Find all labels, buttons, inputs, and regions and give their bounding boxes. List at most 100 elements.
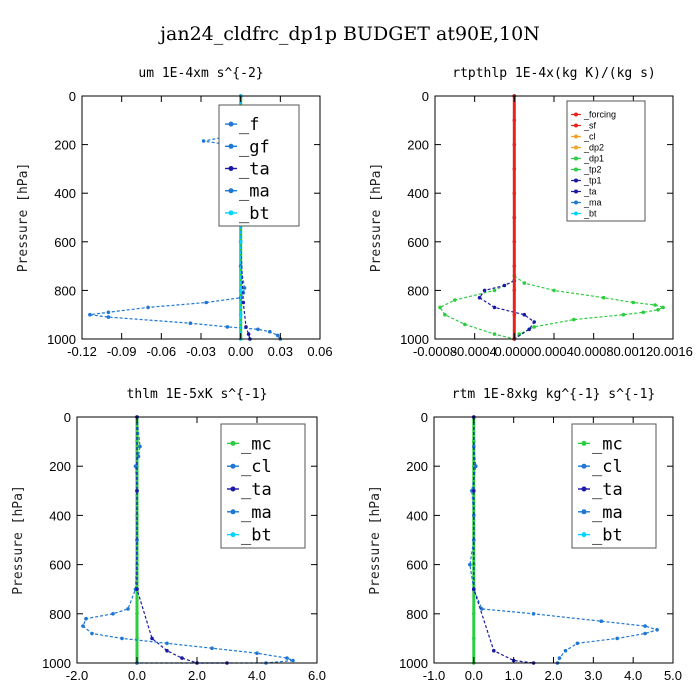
legend-label: _ta bbox=[592, 480, 623, 500]
data-point bbox=[492, 288, 497, 293]
data-point bbox=[135, 612, 139, 616]
legend-label: _ma bbox=[241, 503, 272, 523]
legend-label: _dp1 bbox=[583, 154, 604, 164]
data-point bbox=[552, 288, 556, 293]
legend-marker bbox=[574, 145, 578, 150]
series-line-tp2 bbox=[439, 96, 515, 340]
x-tick-label: 4.0 bbox=[624, 668, 642, 683]
data-point bbox=[244, 325, 248, 329]
y-axis-label: Pressure [hPa] bbox=[368, 485, 383, 595]
data-point bbox=[84, 616, 88, 621]
data-point bbox=[492, 305, 497, 310]
legend-marker bbox=[228, 188, 234, 194]
data-point bbox=[111, 612, 115, 616]
data-point bbox=[472, 587, 476, 591]
y-tick-label: 1000 bbox=[47, 332, 76, 347]
x-tick-label: 0.0016 bbox=[653, 344, 693, 359]
panel-title: rtpthlp 1E-4x(kg K)/(kg s) bbox=[452, 66, 656, 81]
legend-label: _cl bbox=[592, 457, 623, 477]
legend-marker bbox=[230, 486, 236, 492]
legend-label: _dp2 bbox=[583, 143, 604, 153]
legend-marker bbox=[574, 123, 578, 128]
chart-panel-4: rtm 1E-8xkg kg^{-1} s^{-1} Pressure [hPa]… bbox=[368, 387, 682, 683]
legend: _forcing_sf_cl_dp2_dp1_tp2_tp1_ta_ma_bt bbox=[566, 100, 646, 222]
data-point bbox=[275, 333, 280, 338]
data-point bbox=[135, 513, 139, 518]
data-point bbox=[135, 636, 139, 641]
x-tick-label: 6.0 bbox=[308, 668, 326, 683]
data-point bbox=[512, 167, 517, 171]
data-point bbox=[468, 562, 472, 567]
x-tick-label: -0.0004 bbox=[453, 344, 497, 359]
data-point bbox=[656, 308, 660, 312]
data-point bbox=[241, 300, 246, 305]
legend-marker bbox=[574, 200, 578, 205]
y-tick-label: 0 bbox=[422, 89, 429, 104]
x-tick-label: 0.0 bbox=[465, 668, 483, 683]
data-point bbox=[557, 656, 562, 660]
data-point bbox=[621, 312, 626, 317]
data-point bbox=[246, 332, 251, 336]
legend-marker bbox=[228, 121, 234, 127]
legend-label: _bt bbox=[583, 209, 597, 219]
x-tick-label: 4.0 bbox=[248, 668, 266, 683]
x-tick-label: 0.0 bbox=[128, 668, 146, 683]
legend-marker bbox=[230, 532, 236, 538]
panel-title: thlm 1E-5xK s^{-1} bbox=[127, 387, 268, 402]
legend-label: _cl bbox=[241, 457, 272, 477]
data-point bbox=[480, 607, 484, 611]
data-point bbox=[492, 648, 496, 653]
x-tick-label: 0.0000 bbox=[494, 344, 534, 359]
series-line-ta bbox=[136, 417, 227, 664]
x-tick-label: 0.0008 bbox=[574, 344, 614, 359]
legend-label: _ma bbox=[592, 503, 623, 523]
panel-title: um 1E-4xm s^{-2} bbox=[138, 66, 263, 81]
legend-marker bbox=[574, 167, 578, 172]
series-line-ta bbox=[473, 417, 534, 664]
y-axis-label: Pressure [hPa] bbox=[11, 485, 26, 595]
legend-marker bbox=[228, 210, 234, 216]
data-point bbox=[643, 631, 647, 636]
data-point bbox=[477, 295, 482, 300]
y-tick-label: 600 bbox=[406, 558, 428, 573]
data-point bbox=[225, 325, 230, 329]
x-tick-label: 5.0 bbox=[664, 668, 682, 683]
legend-marker bbox=[581, 463, 587, 469]
data-point bbox=[512, 264, 517, 268]
legend-marker bbox=[581, 440, 587, 446]
data-point bbox=[575, 641, 580, 646]
x-tick-label: 3.0 bbox=[584, 668, 602, 683]
data-point bbox=[643, 624, 647, 628]
legend-marker bbox=[574, 112, 578, 117]
data-point bbox=[472, 513, 476, 518]
legend-marker bbox=[581, 486, 587, 492]
data-point bbox=[532, 325, 536, 329]
legend-marker bbox=[574, 178, 578, 183]
legend-label: _tp1 bbox=[583, 176, 602, 186]
y-tick-label: 200 bbox=[407, 138, 429, 153]
legend-label: _gf bbox=[239, 137, 270, 157]
x-tick-label: 0.0004 bbox=[534, 344, 574, 359]
data-point bbox=[238, 240, 243, 244]
data-point bbox=[661, 305, 665, 310]
data-point bbox=[135, 489, 139, 493]
data-point bbox=[599, 619, 604, 623]
data-point bbox=[165, 641, 169, 646]
legend-label: _ma bbox=[239, 182, 270, 202]
data-point bbox=[522, 312, 527, 317]
data-point bbox=[201, 139, 206, 143]
data-point bbox=[572, 317, 576, 322]
y-tick-label: 1000 bbox=[400, 332, 429, 347]
legend-label: _bt bbox=[241, 526, 272, 546]
y-tick-label: 1000 bbox=[42, 656, 71, 671]
data-point bbox=[285, 656, 289, 660]
legend-label: _ta bbox=[583, 187, 597, 197]
legend-marker bbox=[230, 440, 236, 446]
data-point bbox=[242, 286, 247, 290]
data-point bbox=[188, 321, 193, 326]
data-point bbox=[291, 658, 295, 663]
y-axis-label: Pressure [hPa] bbox=[16, 163, 31, 273]
data-point bbox=[150, 636, 154, 641]
x-tick-label: -0.12 bbox=[67, 344, 97, 359]
